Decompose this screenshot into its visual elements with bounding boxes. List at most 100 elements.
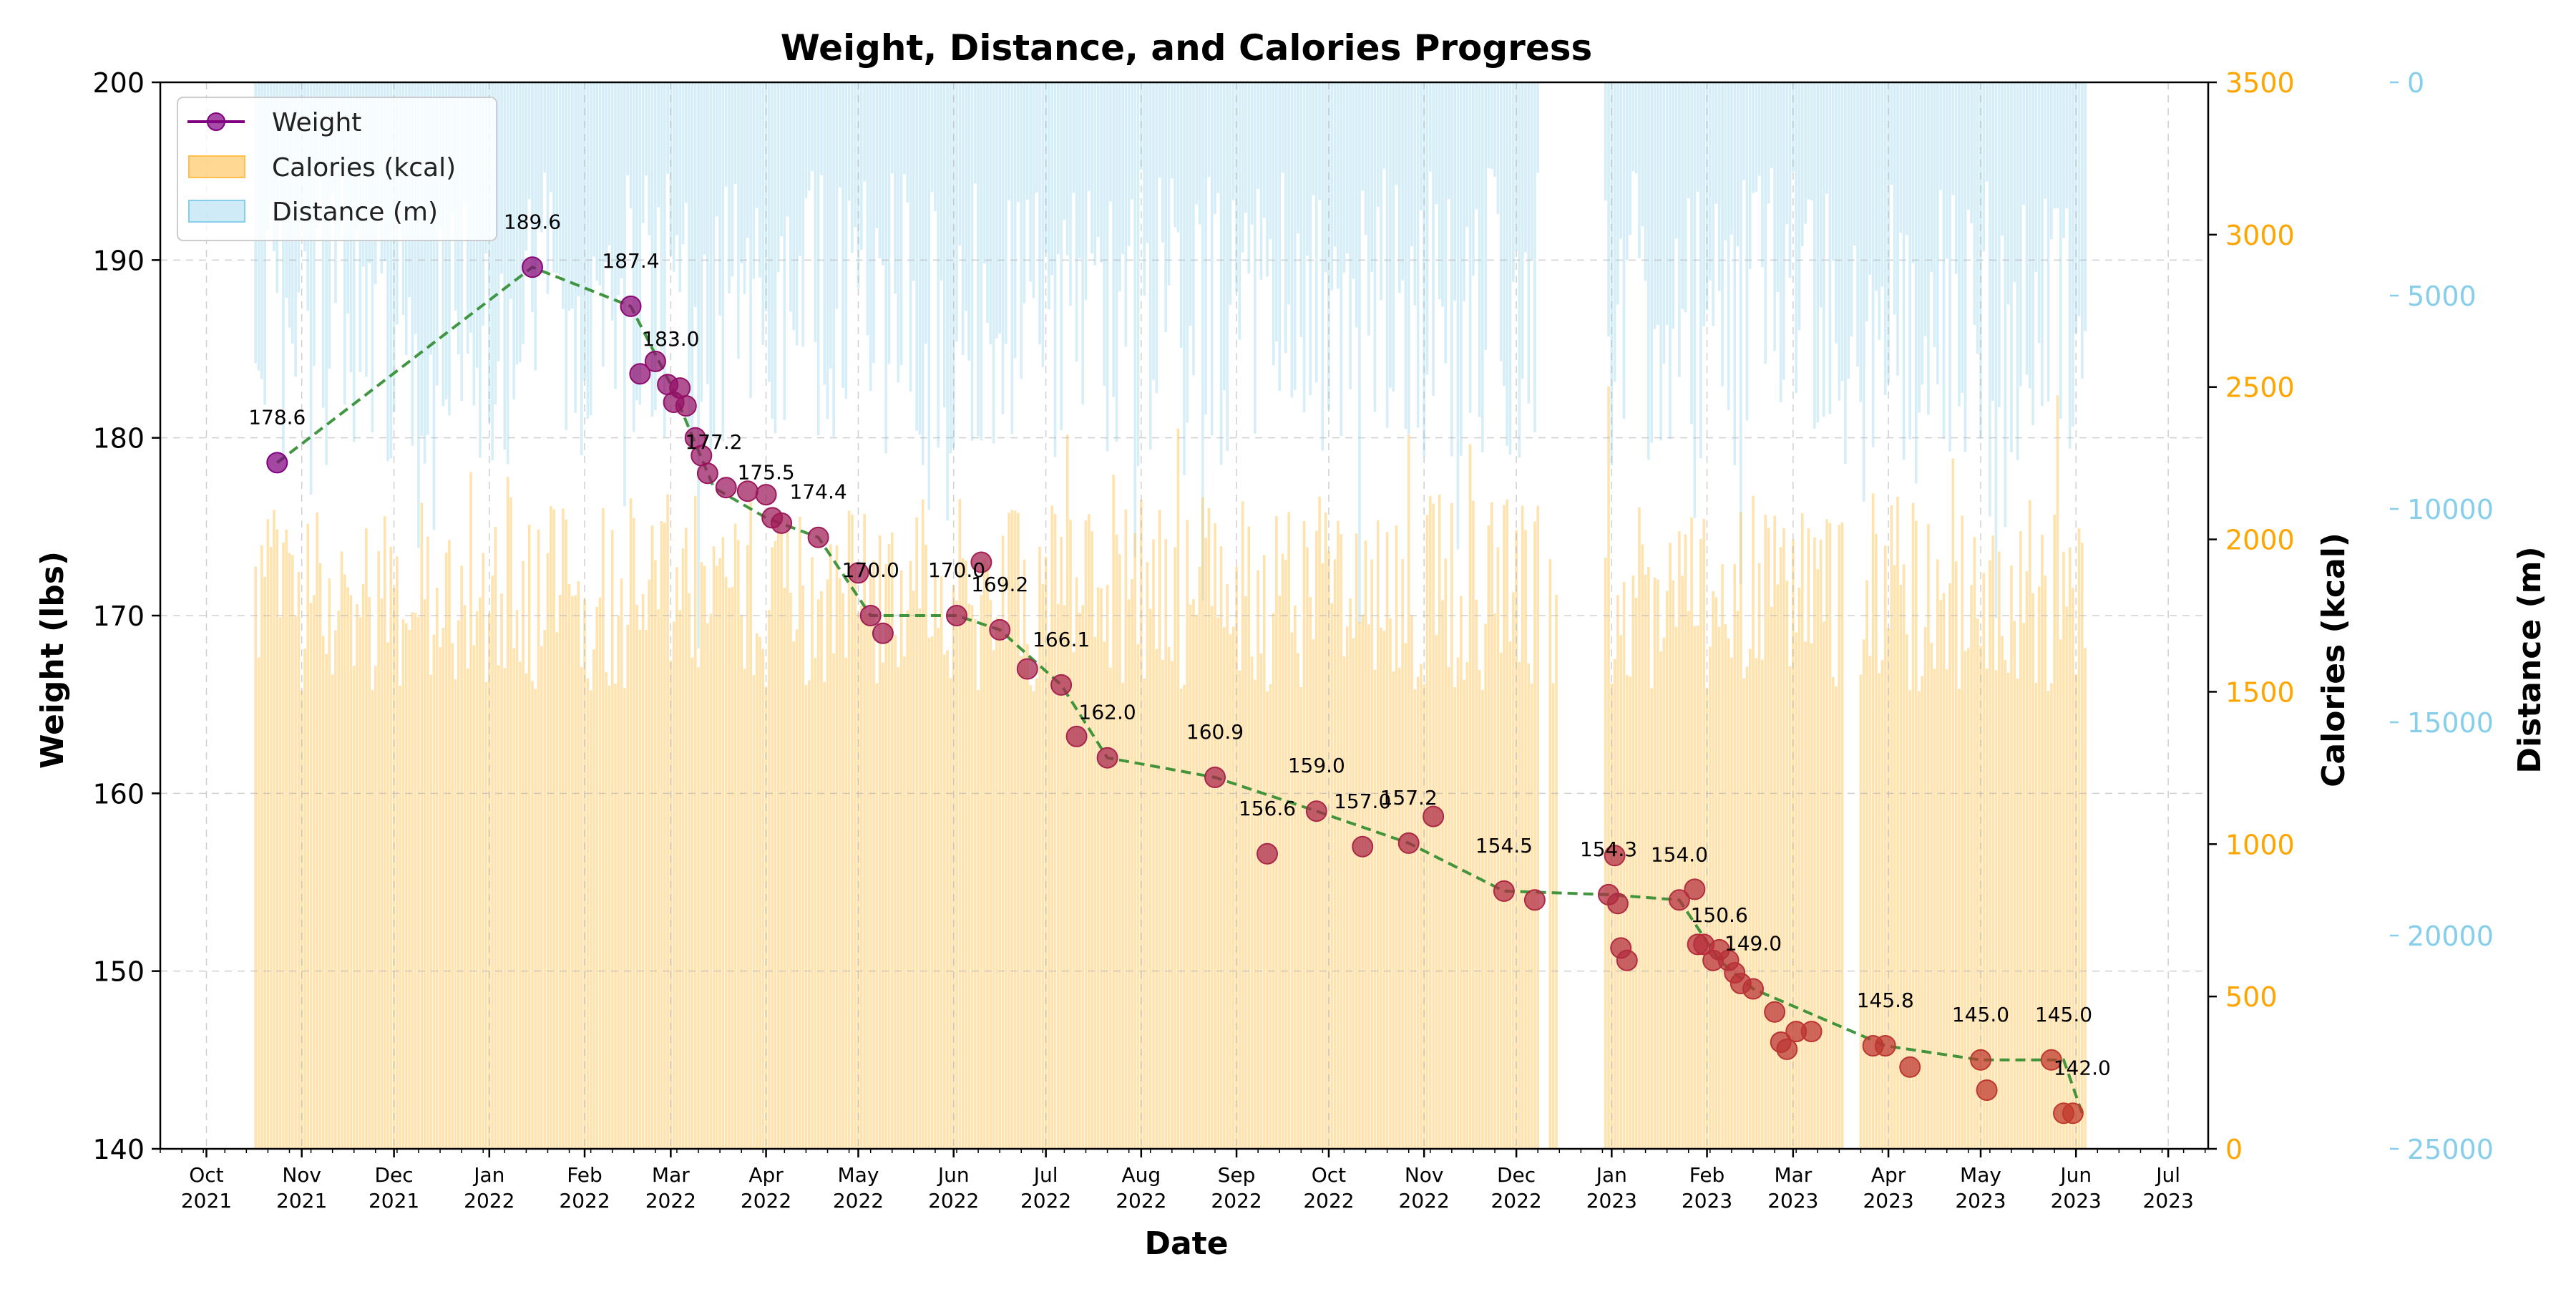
calorie-bar bbox=[1991, 535, 1994, 1149]
calorie-bar bbox=[1259, 653, 1263, 1149]
calorie-bar bbox=[970, 605, 974, 1149]
weight-point bbox=[1257, 842, 1278, 865]
distance-bar bbox=[669, 82, 673, 256]
calorie-bar bbox=[1813, 537, 1816, 1149]
calorie-bar bbox=[693, 495, 697, 1149]
weight-point bbox=[1016, 658, 1038, 680]
calorie-bar bbox=[608, 685, 611, 1149]
distance-bar bbox=[595, 82, 599, 281]
calorie-bar bbox=[361, 584, 365, 1149]
calorie-bar bbox=[927, 637, 931, 1149]
calorie-bar bbox=[789, 593, 792, 1149]
calorie-bar bbox=[2037, 586, 2041, 1149]
calorie-bar bbox=[890, 532, 894, 1149]
calorie-bar bbox=[1518, 661, 1521, 1149]
y-tick-label: 160 bbox=[92, 778, 145, 810]
calorie-bar bbox=[1819, 539, 1823, 1149]
distance-bar bbox=[614, 82, 617, 389]
calorie-bar bbox=[552, 509, 555, 1149]
calorie-bar bbox=[1963, 651, 1967, 1149]
distance-bar bbox=[1930, 82, 1933, 273]
calorie-bar bbox=[1091, 531, 1093, 1149]
calorie-bar bbox=[1183, 684, 1186, 1149]
calorie-bar bbox=[1717, 626, 1721, 1149]
distance-bar bbox=[1967, 82, 1970, 210]
distance-bar bbox=[522, 82, 525, 344]
calorie-bar bbox=[1297, 653, 1299, 1149]
calorie-bar bbox=[1272, 613, 1275, 1149]
calorie-bar bbox=[2084, 648, 2087, 1149]
distance-bar bbox=[1195, 82, 1198, 205]
calorie-bar bbox=[691, 657, 694, 1149]
y3-tick-label: 25000 bbox=[2407, 1134, 2494, 1165]
distance-bar bbox=[562, 82, 565, 309]
calorie-bar bbox=[525, 674, 528, 1149]
distance-bar bbox=[1653, 82, 1657, 329]
weight-annotation: 183.0 bbox=[642, 327, 699, 351]
distance-bar bbox=[635, 82, 638, 401]
y-tick-label: 170 bbox=[92, 601, 145, 632]
weight-annotation: 150.6 bbox=[1691, 903, 1748, 927]
weight-annotation: 142.0 bbox=[2054, 1056, 2111, 1079]
y-tick-label: 140 bbox=[92, 1134, 145, 1165]
calorie-bar bbox=[1631, 575, 1635, 1149]
legend-distance-swatch bbox=[188, 200, 245, 223]
calorie-bar bbox=[1167, 646, 1171, 1149]
distance-bar bbox=[1447, 82, 1450, 200]
calorie-bar bbox=[872, 560, 875, 1149]
distance-bar bbox=[1717, 82, 1721, 291]
distance-bar bbox=[1179, 82, 1183, 348]
distance-bar bbox=[1459, 82, 1463, 456]
calorie-bar bbox=[2006, 672, 2010, 1149]
distance-bar bbox=[546, 82, 550, 294]
calorie-bar bbox=[1883, 545, 1887, 1149]
calorie-bar bbox=[648, 579, 651, 1149]
distance-bar bbox=[1380, 82, 1382, 301]
calorie-bar bbox=[1878, 673, 1880, 1149]
distance-bar bbox=[712, 82, 716, 435]
distance-bar bbox=[540, 82, 543, 233]
calorie-bar bbox=[1634, 598, 1638, 1149]
distance-bar bbox=[1755, 82, 1758, 192]
calorie-bar bbox=[602, 507, 605, 1149]
distance-bar bbox=[1948, 82, 1951, 452]
calorie-bar bbox=[1306, 547, 1309, 1149]
calorie-bar bbox=[1748, 649, 1752, 1149]
calorie-bar bbox=[918, 608, 922, 1149]
x-tick-label: Jul 2023 bbox=[2143, 1163, 2194, 1213]
distance-bar bbox=[1705, 82, 1709, 311]
distance-bar bbox=[1674, 82, 1678, 239]
distance-bar bbox=[718, 82, 721, 316]
calorie-bar bbox=[500, 593, 503, 1149]
calorie-bar bbox=[1958, 689, 1961, 1149]
calorie-bar bbox=[482, 553, 485, 1149]
distance-bar bbox=[1238, 82, 1241, 340]
calorie-bar bbox=[522, 560, 525, 1149]
distance-bar bbox=[1521, 82, 1524, 379]
distance-bar bbox=[1936, 82, 1939, 384]
calorie-bar bbox=[1795, 632, 1797, 1149]
calorie-bar bbox=[851, 514, 854, 1149]
distance-bar bbox=[697, 82, 700, 649]
weight-annotation: 170.0 bbox=[842, 558, 899, 582]
calorie-bar bbox=[595, 606, 599, 1149]
distance-bar bbox=[965, 82, 967, 311]
calorie-bar bbox=[1026, 643, 1029, 1149]
distance-bar bbox=[1727, 82, 1730, 411]
calorie-bar bbox=[337, 611, 341, 1149]
distance-bar bbox=[820, 82, 823, 175]
calorie-bar bbox=[838, 578, 841, 1149]
weight-annotation: 157.2 bbox=[1380, 786, 1438, 810]
calorie-bar bbox=[1459, 596, 1463, 1149]
distance-bar bbox=[1696, 82, 1699, 192]
calorie-bar bbox=[1444, 558, 1448, 1149]
calorie-bar bbox=[1475, 599, 1478, 1149]
distance-bar bbox=[371, 82, 374, 433]
distance-bar bbox=[1124, 82, 1128, 347]
calorie-bar bbox=[967, 603, 970, 1149]
calorie-bar bbox=[441, 628, 445, 1149]
distance-bar bbox=[567, 82, 571, 311]
distance-bar bbox=[1330, 82, 1334, 291]
calorie-bar bbox=[1075, 577, 1078, 1149]
distance-bar bbox=[786, 82, 789, 217]
